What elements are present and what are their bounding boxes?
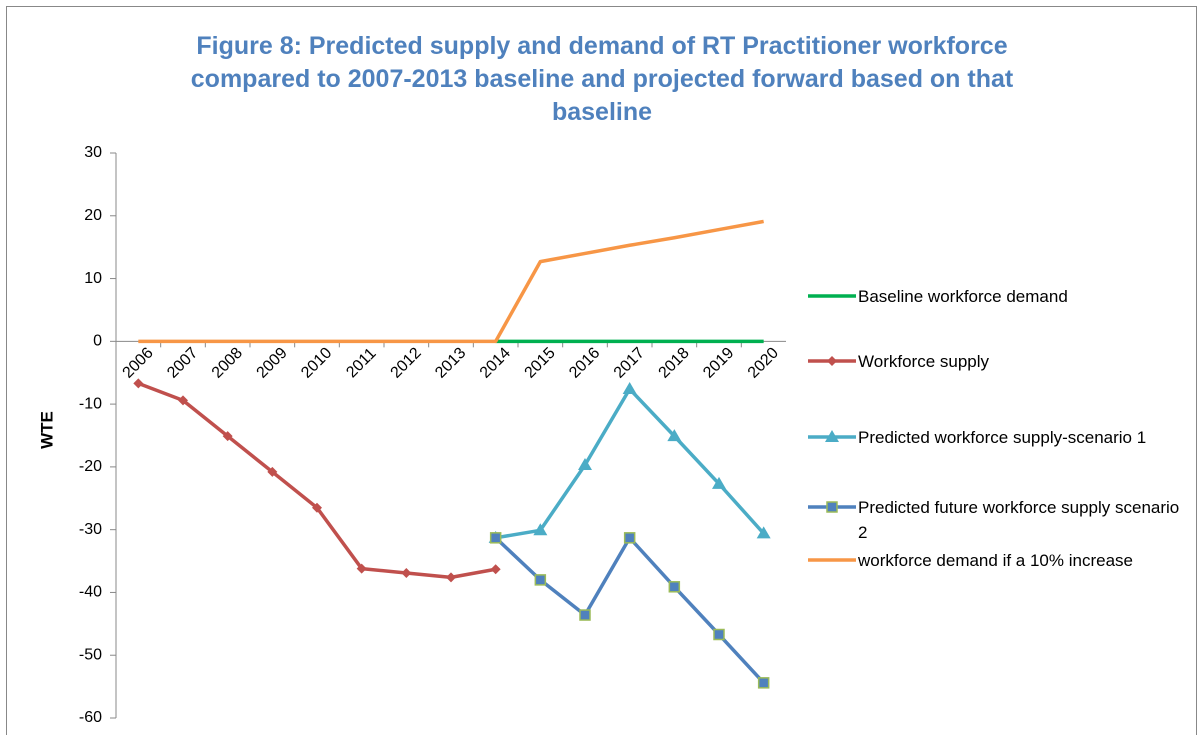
legend-label: Baseline workforce demand	[858, 286, 1068, 306]
x-tick-label: 2008	[209, 344, 246, 381]
legend-label: Workforce supply	[858, 351, 990, 371]
x-tick-label: 2018	[656, 344, 693, 381]
data-point	[534, 574, 547, 586]
data-point	[312, 502, 322, 513]
x-tick-label: 2013	[432, 344, 469, 381]
y-tick-label: -50	[79, 646, 102, 663]
x-tick-label: 2007	[164, 344, 201, 381]
data-point	[178, 395, 188, 406]
y-axis-label: WTE	[37, 411, 56, 449]
series-line	[495, 387, 765, 540]
data-point	[222, 431, 233, 442]
data-point	[757, 677, 770, 689]
y-tick-label: -10	[79, 395, 102, 412]
data-point	[756, 526, 771, 539]
x-tick-label: 2012	[388, 344, 425, 381]
x-tick-label: 2006	[120, 344, 157, 381]
data-point	[578, 458, 592, 471]
data-point	[533, 523, 548, 536]
legend-marker	[826, 501, 838, 513]
y-tick-label: -40	[79, 584, 102, 601]
x-tick-label: 2014	[477, 344, 514, 381]
data-point	[267, 466, 278, 477]
series-line	[137, 381, 496, 580]
chart-border	[6, 6, 1197, 735]
x-tick-label: 2011	[343, 345, 379, 381]
data-point	[623, 532, 636, 544]
data-point	[668, 581, 681, 593]
data-point	[712, 476, 726, 489]
y-tick-label: 30	[84, 144, 102, 161]
data-point	[579, 609, 591, 621]
legend-label: Predicted workforce supply-scenario 1	[858, 427, 1147, 447]
x-tick-label: 2017	[611, 344, 648, 381]
legend-marker	[825, 430, 839, 442]
data-point	[356, 563, 367, 574]
y-tick-label: 20	[84, 207, 102, 224]
x-tick-label: 2020	[745, 344, 782, 381]
data-point	[489, 532, 502, 544]
data-point	[401, 567, 412, 578]
data-point	[446, 572, 456, 583]
x-tick-label: 2016	[566, 344, 603, 381]
x-tick-label: 2009	[254, 344, 291, 381]
legend-label: Predicted future workforce supply scenar…	[858, 498, 1180, 542]
data-point	[667, 429, 682, 442]
data-point	[133, 378, 144, 389]
data-point	[713, 628, 725, 641]
y-tick-label: 0	[93, 333, 102, 350]
y-tick-label: 10	[84, 270, 102, 287]
y-tick-label: -60	[79, 709, 102, 726]
legend-label: workforce demand if a 10% increase	[858, 550, 1133, 570]
x-tick-label: 2010	[298, 344, 335, 381]
y-tick-label: -20	[79, 458, 102, 475]
series-line	[494, 536, 765, 685]
y-tick-label: -30	[79, 521, 102, 538]
x-tick-label: 2019	[700, 344, 737, 381]
data-point	[490, 564, 501, 575]
chart-title: Figure 8: Predicted supply and demand of…	[190, 32, 1014, 126]
data-point	[622, 382, 637, 395]
series-line	[138, 219, 764, 344]
legend-marker	[827, 356, 837, 366]
x-tick-label: 2015	[522, 344, 559, 381]
